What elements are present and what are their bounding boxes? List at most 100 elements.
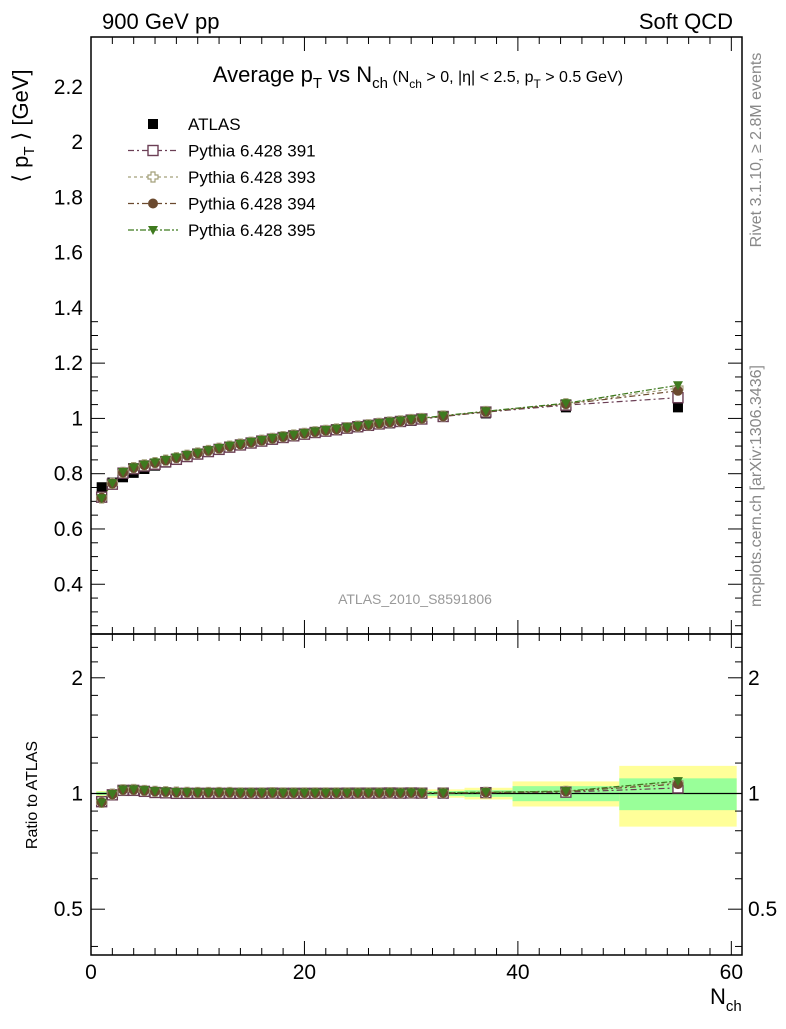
- point-atlas: [96, 482, 107, 493]
- series-line-p391: [101, 397, 679, 498]
- x-tick-label: 40: [506, 961, 529, 984]
- ratio-point-p395: [672, 777, 683, 787]
- point-p395: [246, 437, 257, 447]
- legend-label-p391: Pythia 6.428 391: [188, 142, 316, 161]
- main-y-axis-label: ⟨ pT ⟩ [GeV]: [8, 69, 38, 182]
- y-tick-label: 0.4: [54, 573, 84, 596]
- ratio-panel: 0 20 40 60 0.5 1 2 0.5 1 2: [54, 633, 777, 984]
- ratio-point-p395: [192, 788, 203, 798]
- ratio-point-p395: [331, 788, 342, 798]
- y-tick-label: 2: [71, 131, 83, 154]
- ratio-point-p395: [384, 788, 395, 798]
- y-tick-label: 1.4: [54, 297, 84, 320]
- ratio-y-axis-label: Ratio to ATLAS: [24, 741, 41, 849]
- legend-label-p395: Pythia 6.428 395: [188, 221, 316, 240]
- main-title: Average pT vs Nch (Nch > 0, |η| < 2.5, p…: [213, 62, 623, 92]
- point-p395: [203, 446, 214, 456]
- point-p395: [672, 381, 683, 391]
- ratio-point-p395: [235, 788, 246, 798]
- ratio-point-p395: [171, 787, 182, 797]
- ratio-point-p395: [278, 788, 289, 798]
- ratio-point-p395: [118, 785, 129, 795]
- analysis-id: ATLAS_2010_S8591806: [338, 591, 492, 607]
- point-p395: [438, 411, 449, 421]
- legend-label-p394: Pythia 6.428 394: [188, 195, 316, 214]
- ratio-point-p395: [310, 788, 321, 798]
- point-p395: [278, 432, 289, 442]
- ratio-point-p395: [203, 788, 214, 798]
- series-line-p395: [101, 384, 679, 499]
- x-axis-label: Nch: [710, 984, 742, 1015]
- point-p395: [96, 494, 107, 504]
- ratio-point-p395: [150, 787, 161, 797]
- point-p395: [342, 423, 353, 433]
- point-p395: [288, 430, 299, 440]
- ratio-y-tick-label-right: 2: [748, 667, 760, 690]
- header-left: 900 GeV pp: [102, 9, 219, 34]
- ratio-point-p395: [395, 788, 406, 798]
- rivet-label: Rivet 3.1.10, ≥ 2.8M events: [748, 53, 765, 248]
- ratio-y-tick-label: 1: [71, 782, 83, 805]
- point-p395: [171, 453, 182, 463]
- legend-label-p393: Pythia 6.428 393: [188, 168, 316, 187]
- ratio-frame: [90, 633, 743, 956]
- point-p395: [118, 468, 129, 478]
- series-line-p394: [101, 390, 679, 499]
- x-tick-label: 60: [720, 961, 743, 984]
- point-p395: [416, 414, 427, 424]
- y-tick-label: 1.2: [54, 352, 83, 375]
- ratio-point-p395: [363, 788, 374, 798]
- legend-marker-p394: [148, 198, 158, 209]
- point-p395: [267, 434, 278, 444]
- point-p395: [299, 429, 310, 439]
- point-p395: [235, 439, 246, 449]
- legend-marker-p393: [147, 171, 159, 183]
- legend-marker-p395: [148, 226, 158, 235]
- point-p395: [331, 424, 342, 434]
- point-p395: [363, 420, 374, 430]
- point-p395: [224, 441, 235, 451]
- point-p394: [672, 385, 683, 396]
- legend-label-atlas: ATLAS: [188, 115, 241, 134]
- ratio-y-tick-label-right: 1: [748, 782, 760, 805]
- legend-marker-atlas: [148, 119, 158, 129]
- point-p395: [107, 479, 118, 489]
- y-tick-label: 0.8: [54, 463, 83, 486]
- legend-marker-p391: [147, 144, 159, 157]
- ratio-point-p395: [267, 788, 278, 798]
- point-p395: [384, 417, 395, 427]
- ratio-point-p395: [560, 787, 571, 797]
- ratio-point-p395: [256, 788, 267, 798]
- ratio-point-p395: [107, 789, 118, 799]
- ratio-point-p395: [160, 787, 171, 797]
- point-p395: [160, 455, 171, 465]
- ratio-point-p395: [128, 785, 139, 795]
- legend: ATLAS Pythia 6.428 391 Pythia 6.428 393 Pyt…: [128, 115, 316, 240]
- ratio-point-p395: [352, 788, 363, 798]
- point-p395: [374, 419, 385, 429]
- point-p395: [139, 460, 150, 470]
- y-tick-label: 1: [71, 407, 83, 430]
- ratio-point-p395: [224, 788, 235, 798]
- point-p395: [128, 463, 139, 473]
- ratio-y-tick-label-right: 0.5: [748, 898, 777, 921]
- point-p395: [560, 399, 571, 409]
- ratio-y-tick-label: 0.5: [54, 898, 83, 921]
- ratio-point-p395: [288, 788, 299, 798]
- ratio-point-p395: [416, 788, 427, 798]
- ratio-point-p395: [406, 788, 417, 798]
- ratio-point-p395: [438, 788, 449, 798]
- ratio-point-p395: [320, 788, 331, 798]
- ratio-point-p395: [246, 788, 257, 798]
- x-tick-label: 20: [293, 961, 316, 984]
- mcplots-label: mcplots.cern.ch [arXiv:1306.3436]: [748, 365, 765, 607]
- point-p395: [406, 415, 417, 425]
- point-p395: [192, 448, 203, 458]
- point-p395: [480, 407, 491, 417]
- ratio-y-tick-label: 2: [71, 667, 83, 690]
- y-tick-label: 0.6: [54, 518, 83, 541]
- series-line-p393: [101, 387, 679, 499]
- ratio-point-p395: [214, 788, 225, 798]
- y-tick-label: 1.6: [54, 242, 83, 265]
